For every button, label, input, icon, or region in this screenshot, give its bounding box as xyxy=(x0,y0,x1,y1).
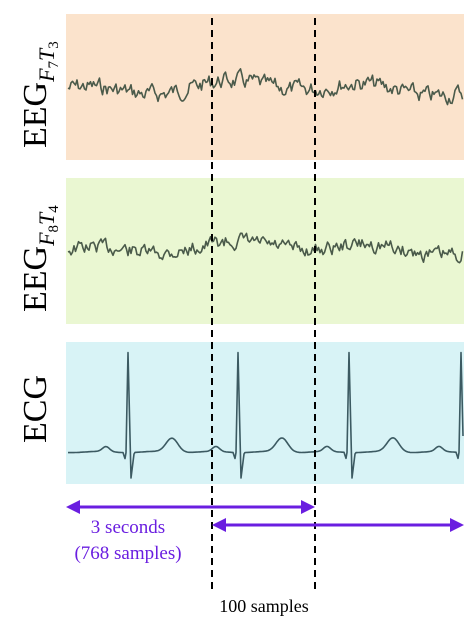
eeg2-trace xyxy=(67,232,464,264)
ecg-panel-bg xyxy=(66,342,464,484)
eeg1-trace xyxy=(67,68,464,106)
window-label-seconds: 3 seconds xyxy=(91,517,165,538)
ecg-trace xyxy=(68,351,464,479)
window-length-arrow xyxy=(66,500,315,514)
eeg2-panel-bg xyxy=(66,178,464,324)
shift-label: 100 samples xyxy=(219,596,309,616)
ecg-label: ECG xyxy=(17,375,54,443)
window-label-samples: (768 samples) xyxy=(74,543,181,564)
eeg1-panel-bg xyxy=(66,14,464,160)
shifted-window-arrow xyxy=(212,518,464,532)
eeg1-label: EEGF7T3 xyxy=(17,41,62,148)
eeg2-label: EEGF8T4 xyxy=(17,205,62,312)
